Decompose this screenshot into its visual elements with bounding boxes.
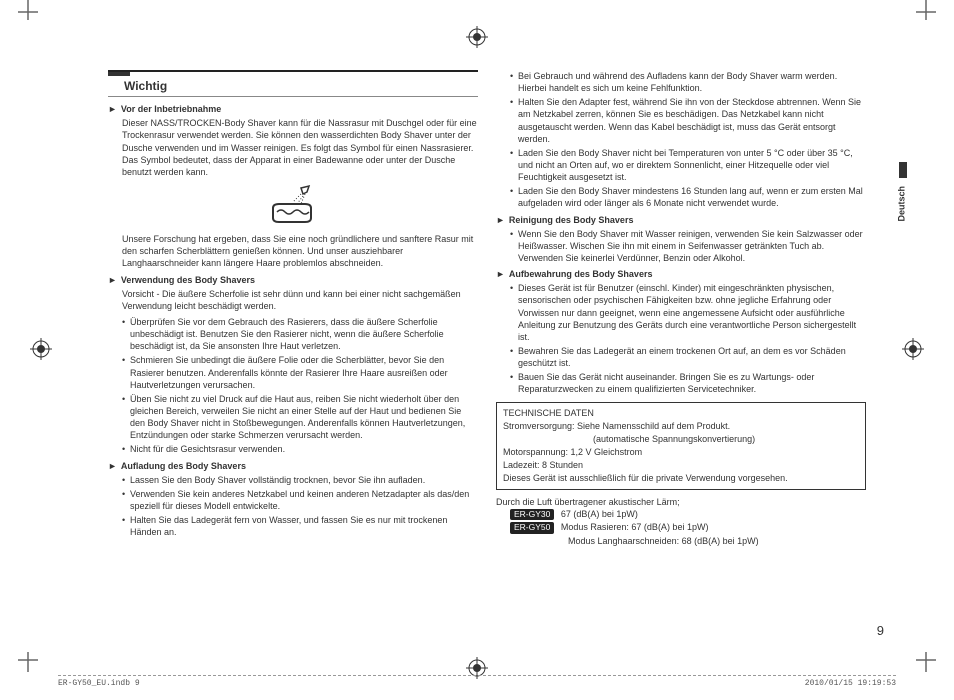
registration-mark-top — [466, 26, 488, 51]
model-tag-gy30: ER-GY30 — [510, 509, 554, 520]
bullet-item: Verwenden Sie kein anderes Netzkabel und… — [108, 488, 478, 512]
crop-mark-tr — [916, 0, 936, 30]
tech-line: Stromversorgung: Siehe Namensschild auf … — [503, 420, 859, 433]
page-content: Wichtig ►Vor der Inbetriebnahme Dieser N… — [108, 70, 878, 548]
bullet-item: Wenn Sie den Body Shaver mit Wasser rein… — [496, 228, 866, 264]
bullet-item: Laden Sie den Body Shaver nicht bei Temp… — [496, 147, 866, 183]
heading-reinigung: ►Reinigung des Body Shavers — [496, 214, 866, 226]
crop-mark-tl — [18, 0, 38, 30]
bullet-item: Bei Gebrauch und während des Aufladens k… — [496, 70, 866, 94]
language-tab: Deutsch — [896, 186, 908, 222]
heading-vor-inbetriebnahme: ►Vor der Inbetriebnahme — [108, 103, 478, 115]
bullet-item: Halten Sie das Ladegerät fern von Wasser… — [108, 514, 478, 538]
bullet-item: Üben Sie nicht zu viel Druck auf die Hau… — [108, 393, 478, 442]
page-number: 9 — [877, 622, 884, 640]
heading-aufbewahrung: ►Aufbewahrung des Body Shavers — [496, 268, 866, 280]
shower-icon — [108, 184, 478, 227]
bullet-item: Lassen Sie den Body Shaver vollständig t… — [108, 474, 478, 486]
registration-mark-left — [30, 338, 52, 363]
crop-mark-br — [916, 642, 936, 672]
paragraph: Dieser NASS/TROCKEN-Body Shaver kann für… — [108, 117, 478, 178]
bullet-item: Dieses Gerät ist für Benutzer (einschl. … — [496, 282, 866, 343]
right-column: Bei Gebrauch und während des Aufladens k… — [496, 70, 866, 548]
tech-line: Motorspannung: 1,2 V Gleichstrom — [503, 446, 859, 459]
language-mark — [899, 162, 907, 178]
footer-filename: ER-GY50_EU.indb 9 — [58, 679, 140, 690]
heading-aufladung: ►Aufladung des Body Shavers — [108, 460, 478, 472]
crop-mark-bl — [18, 642, 38, 672]
footer: ER-GY50_EU.indb 9 2010/01/15 19:19:53 — [58, 675, 896, 690]
bullet-item: Nicht für die Gesichtsrasur verwenden. — [108, 443, 478, 455]
tech-line: Ladezeit: 8 Stunden — [503, 459, 859, 472]
bullet-item: Laden Sie den Body Shaver mindestens 16 … — [496, 185, 866, 209]
noise-line: ER-GY30 67 (dB(A) bei 1pW) — [496, 508, 866, 520]
paragraph: Vorsicht - Die äußere Scherfolie ist seh… — [108, 288, 478, 312]
bullet-item: Schmieren Sie unbedingt die äußere Folie… — [108, 354, 478, 390]
bullet-item: Halten Sie den Adapter fest, während Sie… — [496, 96, 866, 145]
section-title-bar: Wichtig — [108, 70, 478, 97]
bullet-item: Bewahren Sie das Ladegerät an einem troc… — [496, 345, 866, 369]
registration-mark-right — [902, 338, 924, 363]
left-column: Wichtig ►Vor der Inbetriebnahme Dieser N… — [108, 70, 478, 548]
noise-value: Modus Langhaarschneiden: 68 (dB(A) bei 1… — [496, 535, 866, 547]
section-title: Wichtig — [108, 76, 478, 96]
footer-timestamp: 2010/01/15 19:19:53 — [805, 679, 896, 690]
noise-line: ER-GY50 Modus Rasieren: 67 (dB(A) bei 1p… — [496, 521, 866, 533]
noise-value: Modus Rasieren: 67 (dB(A) bei 1pW) — [561, 522, 709, 532]
tech-line: (automatische Spannungskonvertierung) — [503, 433, 859, 446]
noise-intro: Durch die Luft übertragener akustischer … — [496, 496, 866, 508]
bullet-item: Bauen Sie das Gerät nicht auseinander. B… — [496, 371, 866, 395]
bullet-item: Überprüfen Sie vor dem Gebrauch des Rasi… — [108, 316, 478, 352]
heading-verwendung: ►Verwendung des Body Shavers — [108, 274, 478, 286]
model-tag-gy50: ER-GY50 — [510, 522, 554, 533]
noise-block: Durch die Luft übertragener akustischer … — [496, 496, 866, 547]
paragraph: Unsere Forschung hat ergeben, dass Sie e… — [108, 233, 478, 269]
noise-value: 67 (dB(A) bei 1pW) — [561, 509, 638, 519]
tech-line: Dieses Gerät ist ausschließlich für die … — [503, 472, 859, 485]
technical-data-box: TECHNISCHE DATEN Stromversorgung: Siehe … — [496, 402, 866, 490]
tech-line: TECHNISCHE DATEN — [503, 407, 859, 420]
